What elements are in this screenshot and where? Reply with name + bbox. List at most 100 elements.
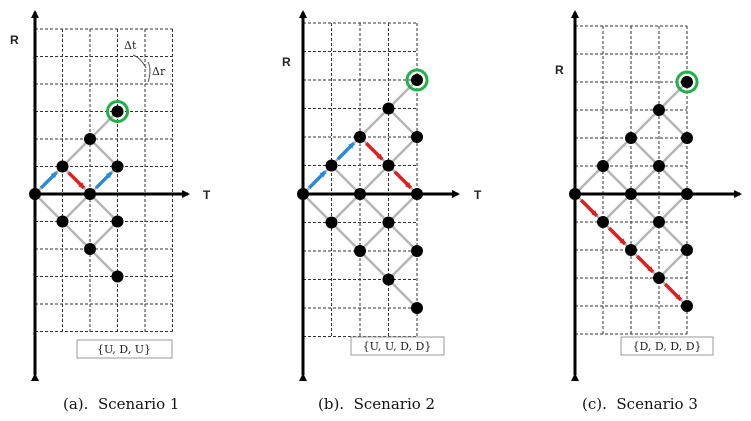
lattice-edge	[61, 138, 91, 168]
lattice-edge	[630, 137, 660, 167]
lattice-edge	[89, 110, 119, 140]
lattice-node	[354, 245, 366, 257]
t-axis-label-b: T	[474, 188, 482, 202]
path-arrows-b	[308, 142, 412, 189]
lattice-node	[681, 244, 693, 256]
r-axis-label-b: R	[282, 55, 291, 69]
lattice-node	[411, 74, 423, 86]
nodes-b	[297, 68, 429, 314]
lattice-edge	[359, 107, 390, 138]
lattice-edge	[387, 136, 418, 167]
panel-b: R T {U, U, D, D} (b). Scenario 2	[282, 10, 482, 413]
lattice-edge	[602, 165, 632, 195]
lattice-edge	[359, 221, 390, 252]
lattice-node	[382, 102, 395, 115]
down-move-arrow	[607, 226, 627, 246]
lattice-edge	[302, 193, 333, 224]
down-move-arrow	[393, 170, 412, 189]
lattice-node	[625, 244, 637, 256]
delta-t-bracket	[132, 54, 147, 69]
delta-r-bracket	[147, 61, 151, 83]
lattice-node	[653, 216, 665, 228]
lattice-node	[681, 76, 693, 88]
lattice-node	[411, 131, 423, 143]
down-move-arrow	[663, 282, 683, 302]
sequence-box-b	[350, 336, 445, 356]
lattice-node	[597, 160, 609, 172]
lattice-edge	[658, 81, 688, 111]
lattice-node	[382, 216, 395, 229]
lattice-edge	[602, 193, 632, 223]
lattice-edge	[359, 193, 390, 224]
r-axis-label-c: R	[555, 63, 564, 77]
lattice-edge	[658, 165, 688, 195]
sequence-box-c	[620, 336, 714, 356]
target-node-ring	[405, 68, 429, 92]
caption-b: (b). Scenario 2	[318, 395, 435, 413]
down-move-arrow	[635, 254, 655, 274]
path-arrows-a	[39, 171, 113, 190]
lattice-node	[382, 273, 395, 286]
t-axis-label-a: T	[203, 188, 211, 202]
lattice-node	[681, 300, 693, 312]
up-move-arrow	[336, 142, 355, 161]
down-move-arrow	[365, 142, 384, 161]
delta-r-label: Δr	[152, 65, 166, 78]
down-move-arrow	[579, 198, 599, 218]
lattice-node	[325, 159, 338, 172]
r-axis-label-a: R	[10, 33, 19, 47]
lattice-edge	[658, 249, 688, 279]
lattice-edge	[387, 107, 418, 138]
lattice-edge	[387, 278, 418, 309]
lattice-node	[411, 245, 423, 257]
target-node-ring	[675, 70, 699, 94]
lattice-edge	[89, 138, 119, 168]
target-node-ring	[106, 100, 129, 123]
lattice-node	[411, 302, 423, 314]
lattice-edge	[330, 221, 361, 252]
lattice-edge	[387, 79, 418, 110]
caption-a: (a). Scenario 1	[63, 395, 179, 413]
lattice-edge	[61, 220, 91, 250]
nodes-c	[569, 70, 699, 312]
lattice-edge	[602, 137, 632, 167]
lattice-edge	[658, 109, 688, 139]
panel-a: R T Δt Δr {U, D, U} (a). Scenario 1	[10, 10, 211, 413]
lattice-edge	[61, 193, 91, 223]
lattice-edge	[330, 193, 361, 224]
lattice-node	[111, 215, 124, 228]
sequence-label-a: {U, D, U}	[97, 343, 151, 356]
lattice-node	[56, 160, 69, 173]
down-move-arrow	[67, 171, 86, 190]
lattice-node	[84, 133, 96, 145]
lattice-node	[56, 215, 69, 228]
lattice-edge	[658, 137, 688, 167]
lattice-node	[84, 243, 96, 255]
lattice-node	[625, 132, 637, 144]
lattice-edge	[658, 193, 688, 223]
lattice-node	[325, 216, 338, 229]
lattice-edge	[34, 193, 64, 223]
panel-c: R {D, D, D, D} (c). Scenario 3	[555, 10, 742, 413]
lattice-node	[653, 160, 665, 172]
path-arrows-c	[579, 198, 683, 302]
lattice-edge	[658, 221, 688, 251]
lattice-node	[382, 159, 395, 172]
lattice-edge	[630, 109, 660, 139]
lattice-edge	[89, 248, 119, 278]
lattice-edge	[330, 164, 361, 195]
lattice-edge	[359, 164, 390, 195]
lattice-node	[111, 105, 124, 118]
lattice-node	[653, 272, 665, 284]
lattice-edge	[359, 250, 390, 281]
lattice-node	[653, 104, 665, 116]
up-move-arrow	[39, 171, 58, 190]
lattice-edge	[387, 221, 418, 252]
up-move-arrow	[94, 171, 113, 190]
nodes-a	[29, 100, 129, 283]
lattice-edge	[630, 193, 660, 223]
lattice-node	[111, 160, 124, 173]
lattice-edge	[387, 193, 418, 224]
lattice-edge	[89, 220, 119, 250]
